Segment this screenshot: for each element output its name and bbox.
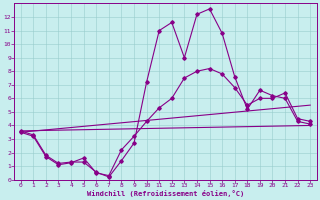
X-axis label: Windchill (Refroidissement éolien,°C): Windchill (Refroidissement éolien,°C) <box>87 190 244 197</box>
